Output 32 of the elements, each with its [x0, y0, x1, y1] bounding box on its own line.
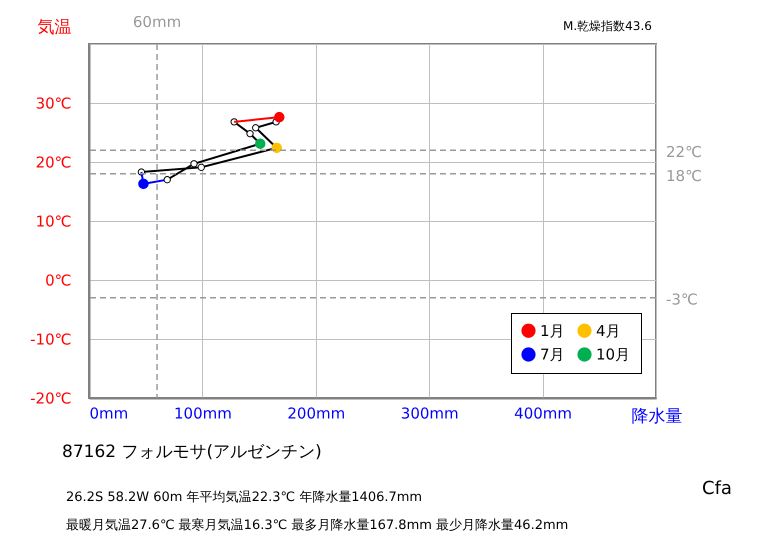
y-tick-label: 20℃ — [36, 154, 72, 172]
legend-label: 4月 — [596, 322, 621, 340]
point — [246, 130, 254, 138]
y-tick-label: -10℃ — [30, 330, 72, 348]
x-tick-label: 0mm — [90, 404, 128, 422]
ref-line-label: 18℃ — [666, 166, 702, 185]
text: Cfa — [702, 478, 732, 499]
text: M.乾燥指数43.6 — [563, 18, 652, 35]
legend-label: 10月 — [596, 346, 630, 364]
point — [164, 176, 171, 184]
point — [190, 160, 198, 168]
text: 87162 フォルモサ(アルゼンチン) — [62, 441, 322, 463]
x-tick-label: 200mm — [287, 404, 346, 422]
legend-label: 7月 — [540, 346, 565, 364]
x-tick-label: 300mm — [400, 404, 459, 422]
point — [252, 124, 260, 132]
point — [138, 178, 149, 190]
y-tick-label: 30℃ — [36, 94, 72, 112]
x-tick-label: 100mm — [174, 404, 232, 422]
x-axis-title: 降水量 — [632, 406, 682, 426]
ref-line-label: -3℃ — [666, 290, 698, 309]
y-tick-label: 10℃ — [36, 212, 72, 230]
y-tick-label: 0℃ — [45, 272, 72, 290]
ref-line-label: 22℃ — [666, 143, 702, 162]
point — [198, 164, 205, 171]
text: 26.2S 58.2W 60m 年平均気温22.3℃ 年降水量1406.7mm — [66, 489, 422, 506]
y-tick-label: -20℃ — [30, 390, 72, 408]
text: 最暖月気温27.6℃ 最寒月気温16.3℃ 最多月降水量167.8mm 最少月降水量46.2mm — [66, 517, 568, 534]
ref-line-label: 60mm — [132, 13, 182, 31]
y-axis-title: 気温 — [38, 18, 72, 38]
x-tick-label: 400mm — [514, 404, 572, 422]
legend-label: 1月 — [540, 322, 565, 340]
